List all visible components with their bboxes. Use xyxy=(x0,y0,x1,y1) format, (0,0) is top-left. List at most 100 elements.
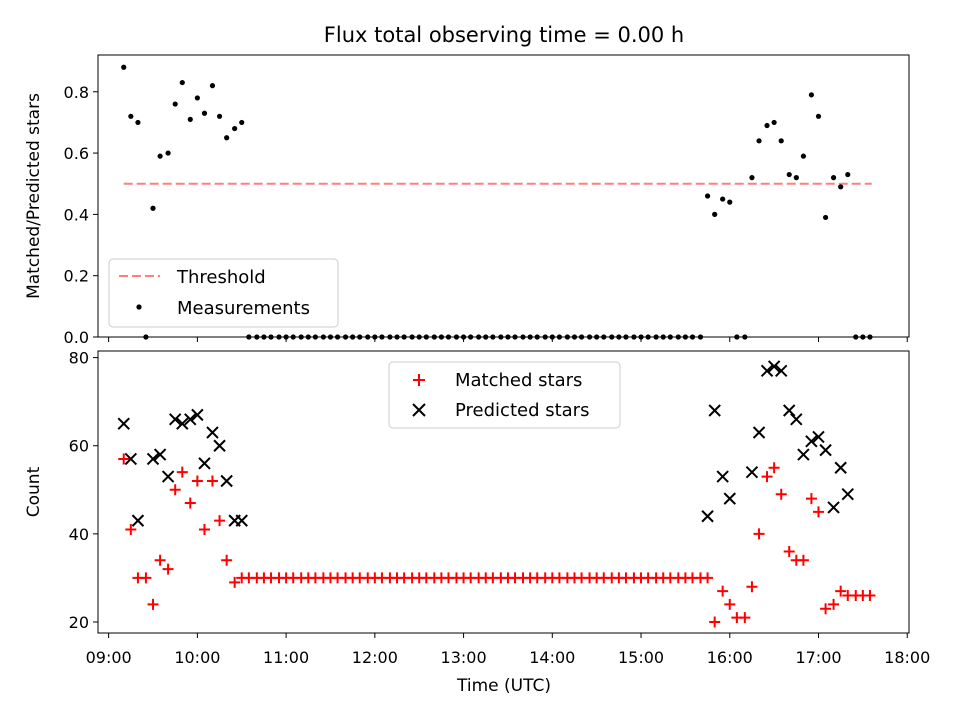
measurement-point xyxy=(704,193,711,199)
measurement-point xyxy=(216,113,223,119)
measurement-point xyxy=(201,110,208,116)
measurement-point xyxy=(830,175,837,181)
measurement-point xyxy=(822,214,829,221)
predicted-star-marker xyxy=(716,470,729,483)
bottom-legend: Matched stars Predicted stars xyxy=(388,361,621,429)
measurement-point xyxy=(187,116,193,122)
bottom-y-tick-label: 60 xyxy=(69,437,89,456)
predicted-star-marker xyxy=(184,413,197,426)
predicted-star-marker xyxy=(191,408,204,422)
matched-star-marker xyxy=(184,497,196,509)
top-y-tick-label: 0.6 xyxy=(64,144,89,163)
matched-star-marker xyxy=(214,515,226,527)
matched-star-marker xyxy=(191,475,203,487)
predicted-star-marker xyxy=(701,510,714,523)
matched-star-marker xyxy=(206,475,218,487)
bottom-y-axis-label: Count xyxy=(24,466,44,517)
bottom-x-tick-label: 11:00 xyxy=(263,648,309,667)
measurement-point xyxy=(771,119,777,126)
top-y-ticks: 0.0 0.2 0.4 0.6 0.8 xyxy=(64,83,98,347)
measurement-point xyxy=(121,64,127,70)
matched-star-marker xyxy=(229,576,241,588)
predicted-star-marker xyxy=(176,417,189,430)
measurement-point xyxy=(786,171,792,178)
matched-star-marker xyxy=(176,466,188,478)
measurement-point xyxy=(756,138,762,144)
predicted-star-marker xyxy=(805,435,818,448)
predicted-star-marker xyxy=(775,364,788,378)
predicted-star-marker xyxy=(124,452,138,466)
legend-threshold-label: Threshold xyxy=(176,267,266,288)
measurement-point xyxy=(239,119,245,126)
measurement-point xyxy=(224,135,230,141)
matched-star-marker xyxy=(746,581,758,593)
predicted-star-marker xyxy=(206,426,219,439)
bottom-x-tick-label: 17:00 xyxy=(795,648,841,667)
bottom-y-ticks: 20 40 60 80 xyxy=(69,349,98,632)
matched-star-marker xyxy=(805,493,817,505)
matched-star-marker xyxy=(717,585,729,597)
measurement-point xyxy=(800,153,807,159)
bottom-x-tick-label: 09:00 xyxy=(86,648,132,667)
measurement-point xyxy=(232,125,238,132)
measurement-point xyxy=(209,83,216,89)
matched-star-marker xyxy=(797,554,809,566)
predicted-star-marker xyxy=(168,413,182,426)
matched-star-marker xyxy=(702,572,714,584)
bottom-y-tick-label: 80 xyxy=(69,349,89,368)
measurement-point xyxy=(808,92,814,98)
predicted-star-marker xyxy=(812,430,825,444)
matched-star-marker xyxy=(154,554,166,566)
matched-star-marker xyxy=(812,506,824,518)
measurement-point xyxy=(845,171,851,178)
legend-measurements-swatch xyxy=(136,304,142,310)
predicted-star-marker xyxy=(841,487,854,501)
predicted-star-marker xyxy=(235,514,248,527)
measurement-point xyxy=(194,95,200,101)
predicted-star-marker xyxy=(198,457,211,470)
measurement-point xyxy=(157,153,163,159)
predicted-star-marker xyxy=(834,461,847,474)
predicted-star-marker xyxy=(760,364,774,378)
legend-predicted-swatch xyxy=(412,403,426,417)
matched-star-marker xyxy=(775,488,787,500)
predicted-star-marker xyxy=(117,417,130,430)
matched-star-marker xyxy=(162,563,174,575)
measurement-point xyxy=(838,184,844,190)
measurement-point xyxy=(135,119,141,126)
measurement-points xyxy=(121,64,873,340)
measurement-point xyxy=(165,150,171,156)
matched-star-marker xyxy=(125,523,137,535)
measurement-point xyxy=(720,196,726,202)
bottom-plot-frame xyxy=(97,350,910,634)
predicted-star-marker xyxy=(220,474,233,488)
bottom-x-tick-label: 15:00 xyxy=(618,648,664,667)
predicted-star-marker xyxy=(752,426,766,439)
matched-star-marker xyxy=(864,590,876,602)
measurement-point xyxy=(179,79,185,86)
top-y-tick-label: 0.2 xyxy=(64,267,89,286)
measurement-point xyxy=(172,101,178,107)
matched-star-marker xyxy=(761,471,773,483)
top-legend-box xyxy=(108,258,339,328)
bottom-plot: 20 40 60 80 09:00 10:00 11:00 12:00 13:00 14:00 1… xyxy=(24,349,930,696)
matched-star-marker xyxy=(709,616,721,628)
matched-star-marker xyxy=(221,554,233,566)
measurement-point xyxy=(150,205,156,211)
bottom-x-tick-label: 13:00 xyxy=(441,648,487,667)
predicted-star-marker xyxy=(797,448,810,461)
predicted-star-marker xyxy=(153,448,167,461)
matched-star-marker xyxy=(169,484,181,496)
top-y-tick-label: 0.8 xyxy=(64,83,89,102)
predicted-star-marker xyxy=(767,360,781,373)
top-plot: 0.00.20.40.60.8 Matched/Predicted stars … xyxy=(24,54,910,347)
bottom-x-tick-label: 16:00 xyxy=(707,648,753,667)
legend-predicted-label: Predicted stars xyxy=(455,400,589,421)
matched-star-marker xyxy=(820,603,832,615)
predicted-star-marker xyxy=(783,404,796,417)
matched-star-marker xyxy=(753,528,765,540)
matched-star-marker xyxy=(118,453,130,465)
predicted-star-marker xyxy=(790,413,803,426)
predicted-star-marker xyxy=(213,439,226,452)
